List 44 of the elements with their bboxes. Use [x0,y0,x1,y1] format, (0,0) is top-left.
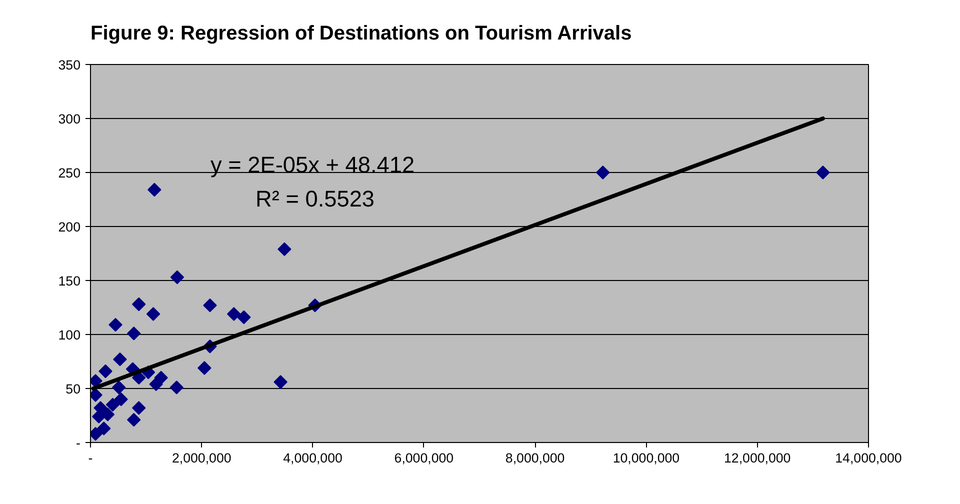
point [100,408,115,422]
annotation: R² = 0.5523 [256,186,375,212]
point [170,380,184,394]
y-tick-label: 50 [66,382,81,396]
point [198,361,212,375]
x-tick-label: 6,000,000 [394,450,454,466]
x-tick-label: 12,000,000 [724,450,791,466]
point [146,307,160,321]
point [132,401,146,415]
point [278,242,292,256]
point [274,375,288,389]
point [106,398,120,412]
y-tick-label: 300 [58,112,81,126]
point [94,401,108,415]
point [114,392,128,406]
point [112,380,126,394]
point [237,310,251,324]
y-tick-label: 150 [58,274,81,288]
point [203,298,217,312]
point [96,422,111,436]
y-tick-label: - [76,436,81,450]
point [148,182,162,197]
point [596,166,610,180]
x-tick-label: - [88,450,93,466]
x-tick-label: 8,000,000 [505,450,565,466]
point [170,270,184,284]
point [126,412,141,427]
point [108,318,122,332]
point [816,166,830,180]
point [132,297,146,312]
y-tick-label: 200 [58,220,81,234]
point [98,364,112,378]
y-tick-label: 250 [58,166,81,180]
point [149,377,163,392]
point [113,352,127,366]
x-tick-label: 4,000,000 [283,450,342,466]
x-tick-label: 2,000,000 [172,450,232,466]
y-tick-label: 350 [58,58,81,72]
chart-title: Figure 9: Regression of Destinations on Tourism Arrivals [90,22,632,44]
point [227,307,241,321]
y-tick-label: 100 [58,328,81,342]
point [126,326,141,340]
x-tick-label: 10,000,000 [612,450,680,466]
x-tick-label: 14,000,000 [835,450,902,466]
